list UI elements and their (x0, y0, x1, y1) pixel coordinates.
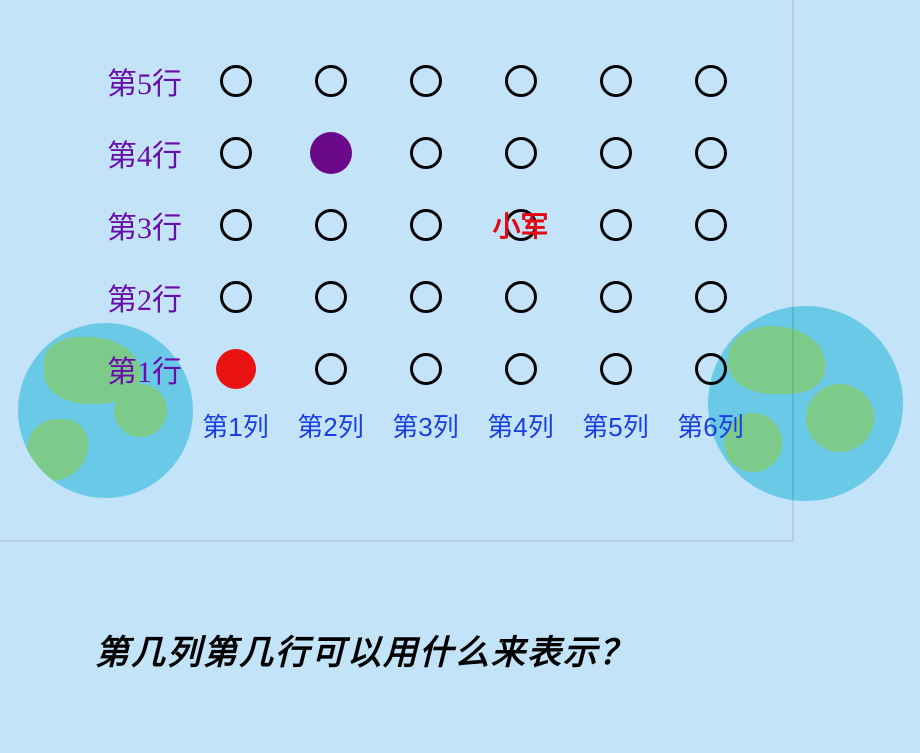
grid-cell (188, 45, 283, 117)
row-label: 第4行 (78, 131, 188, 175)
grid-row: 第1行 (78, 333, 758, 405)
slide-edge (0, 541, 793, 542)
column-label: 第4列 (473, 407, 568, 444)
grid-row: 第4行 (78, 117, 758, 189)
seat-circle (600, 65, 632, 97)
grid-cell (378, 117, 473, 189)
grid-cell (283, 117, 378, 189)
seat-circle (220, 281, 252, 313)
seat-circle (220, 137, 252, 169)
seat-circle (505, 281, 537, 313)
grid-cell (283, 261, 378, 333)
question-text: 第几列第几行可以用什么来表示？ (95, 625, 635, 674)
grid-cell (473, 261, 568, 333)
grid-cell: 小军 (473, 189, 568, 261)
grid-cell (568, 189, 663, 261)
seat-circle (600, 281, 632, 313)
seat-circle (695, 281, 727, 313)
grid-cell (283, 189, 378, 261)
grid-cell (473, 117, 568, 189)
seat-circle (315, 209, 347, 241)
slide-edge (793, 0, 794, 541)
grid-row: 第2行 (78, 261, 758, 333)
grid-cell (188, 189, 283, 261)
grid-cell (188, 261, 283, 333)
grid-row: 第3行 小军 (78, 189, 758, 261)
grid-cell (568, 333, 663, 405)
seat-circle (410, 281, 442, 313)
seat-circle (600, 209, 632, 241)
grid-cell (378, 189, 473, 261)
grid-cell (663, 117, 758, 189)
grid-cell (378, 333, 473, 405)
column-label: 第2列 (283, 407, 378, 444)
grid-cell (568, 261, 663, 333)
seat-circle (600, 353, 632, 385)
row-label: 第1行 (78, 347, 188, 391)
grid-row: 第5行 (78, 45, 758, 117)
seat-circle (315, 353, 347, 385)
seat-circle (315, 281, 347, 313)
seat-circle (220, 209, 252, 241)
seat-circle (220, 65, 252, 97)
seat-circle (695, 65, 727, 97)
seat-circle (310, 132, 352, 174)
grid-cell (378, 45, 473, 117)
seat-circle (410, 353, 442, 385)
seat-name-overlay: 小军 (492, 205, 548, 245)
grid-cell (473, 333, 568, 405)
seating-grid: 第5行第4行第3行 小军第2行第1行第1列第2列第3列第4列第5列第6列 (78, 45, 758, 444)
seat-circle (505, 353, 537, 385)
grid-cell (663, 333, 758, 405)
column-label: 第1列 (188, 407, 283, 444)
row-label: 第3行 (78, 203, 188, 247)
seat-circle (505, 137, 537, 169)
grid-cell (473, 45, 568, 117)
seat-circle (216, 349, 256, 389)
slide-content-area: 第5行第4行第3行 小军第2行第1行第1列第2列第3列第4列第5列第6列 (0, 0, 793, 541)
seat-circle (410, 65, 442, 97)
globe-land (806, 384, 874, 452)
grid-cell (568, 45, 663, 117)
grid-cell (568, 117, 663, 189)
seat-circle (695, 209, 727, 241)
grid-cell (283, 45, 378, 117)
column-label: 第3列 (378, 407, 473, 444)
seat-circle (600, 137, 632, 169)
row-label: 第5行 (78, 59, 188, 103)
grid-cell (283, 333, 378, 405)
grid-cell (188, 117, 283, 189)
seat-circle (695, 137, 727, 169)
row-label: 第2行 (78, 275, 188, 319)
grid-cell (663, 261, 758, 333)
seat-circle (410, 137, 442, 169)
column-label: 第5列 (568, 407, 663, 444)
seat-circle (505, 65, 537, 97)
seat-circle (695, 353, 727, 385)
grid-cell (188, 333, 283, 405)
grid-cell (378, 261, 473, 333)
grid-cell (663, 45, 758, 117)
seat-circle (410, 209, 442, 241)
column-label: 第6列 (663, 407, 758, 444)
seat-circle (315, 65, 347, 97)
grid-cell (663, 189, 758, 261)
column-labels-row: 第1列第2列第3列第4列第5列第6列 (188, 407, 758, 444)
